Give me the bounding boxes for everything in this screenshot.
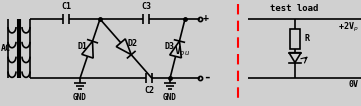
Text: 0V: 0V — [349, 80, 359, 89]
Text: C3: C3 — [141, 2, 151, 11]
Text: V$_{ou}$: V$_{ou}$ — [174, 44, 190, 58]
Text: test load: test load — [270, 4, 319, 13]
Text: D1: D1 — [77, 42, 87, 51]
Text: C1: C1 — [61, 2, 71, 11]
Text: +: + — [203, 13, 209, 23]
Text: -: - — [203, 71, 210, 84]
Text: GND: GND — [163, 93, 177, 102]
Text: GND: GND — [73, 93, 87, 102]
Text: AC: AC — [1, 44, 11, 53]
Text: D2: D2 — [127, 39, 137, 48]
Bar — [290, 29, 300, 49]
Text: R: R — [305, 34, 310, 43]
Text: C2: C2 — [144, 86, 154, 95]
Text: D3: D3 — [165, 42, 175, 51]
Text: +2V$_p$: +2V$_p$ — [338, 21, 359, 34]
